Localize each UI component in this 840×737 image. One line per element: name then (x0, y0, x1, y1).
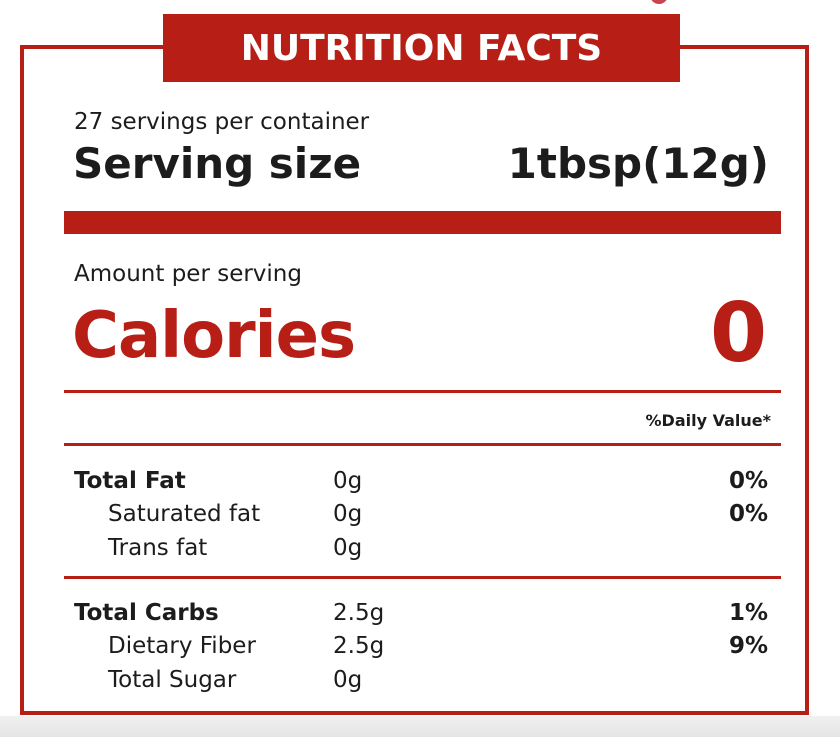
calories-label: Calories (72, 299, 356, 373)
nutrient-row-total-sugar: Total Sugar 0g (0, 663, 840, 697)
decorative-shape (650, 0, 668, 4)
calories-value: 0 (709, 286, 767, 381)
nutrient-name: Total Carbs (74, 600, 219, 626)
nutrient-daily-value: 1% (728, 600, 768, 626)
nutrient-name: Total Sugar (108, 667, 237, 693)
divider-line (64, 390, 781, 393)
nutrient-row-trans-fat: Trans fat 0g (0, 531, 840, 565)
nutrient-amount: 0g (333, 501, 363, 527)
daily-value-header: %Daily Value* (645, 411, 771, 430)
label-title: NUTRITION FACTS (240, 27, 603, 69)
background-shade (0, 716, 840, 737)
nutrient-name: Trans fat (108, 535, 208, 561)
nutrient-name: Saturated fat (108, 501, 261, 527)
title-banner: NUTRITION FACTS (163, 14, 680, 82)
servings-per-container: 27 servings per container (74, 109, 370, 135)
nutrient-amount: 0g (333, 468, 363, 494)
thick-divider (64, 211, 781, 234)
nutrient-row-total-fat: Total Fat 0g 0% (0, 464, 840, 498)
nutrient-name: Total Fat (74, 468, 186, 494)
nutrient-amount: 2.5g (333, 600, 385, 626)
serving-size-value: 1tbsp(12g) (507, 139, 769, 188)
serving-size-label: Serving size (73, 139, 362, 188)
nutrient-amount: 2.5g (333, 633, 385, 659)
nutrient-daily-value: 0% (728, 501, 768, 527)
nutrient-name: Dietary Fiber (108, 633, 256, 659)
nutrient-daily-value: 0% (728, 468, 768, 494)
nutrient-daily-value: 9% (728, 633, 768, 659)
nutrient-row-dietary-fiber: Dietary Fiber 2.5g 9% (0, 629, 840, 663)
divider-line (64, 576, 781, 579)
nutrient-row-total-carbs: Total Carbs 2.5g 1% (0, 596, 840, 630)
nutrient-row-saturated-fat: Saturated fat 0g 0% (0, 497, 840, 531)
nutrient-amount: 0g (333, 535, 363, 561)
amount-per-serving: Amount per serving (74, 261, 302, 287)
divider-line (64, 443, 781, 446)
nutrient-amount: 0g (333, 667, 363, 693)
